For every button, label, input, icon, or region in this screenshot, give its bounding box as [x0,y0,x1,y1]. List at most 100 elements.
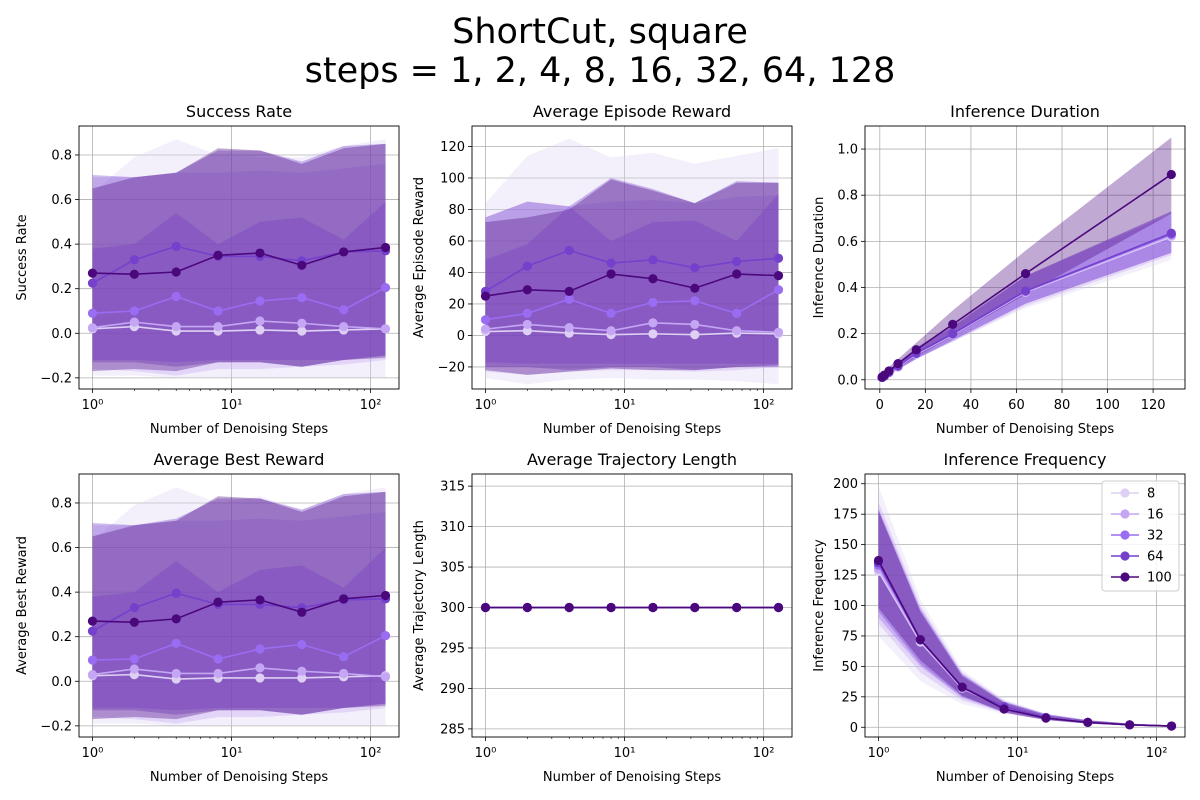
legend-swatch-marker [1120,530,1130,540]
chart-inference-duration: 0 20 40 60 80 100 120 0.0 0.2 0.4 0.6 0.8 1.0 Inferen… [812,102,1186,437]
x-axis-label: Number of Denoising Steps [936,422,1114,437]
x-tick-label: 10² [360,398,382,413]
series-line-100 [485,273,779,297]
y-tick-label: 80 [448,203,465,218]
y-tick-label: 0.6 [51,541,72,556]
y-tick-label: 305 [440,561,465,576]
data-point [87,626,98,636]
x-tick-label: 10² [360,746,382,761]
data-point [255,663,265,673]
x-tick-label: 10² [1146,746,1168,761]
data-point [380,242,391,253]
y-tick-label: 100 [440,171,465,186]
data-point [648,602,658,613]
band-64 [92,143,386,367]
data-point [339,594,349,604]
data-point [690,296,700,306]
y-tick-label: 300 [440,601,465,616]
y-tick-label: 50 [841,660,858,675]
data-point [773,253,784,263]
y-tick-label: 0.4 [51,586,72,601]
data-point [648,329,658,339]
series-line-32 [485,289,779,321]
x-tick-label: 10⁰ [82,746,104,761]
data-point [893,359,903,369]
data-point [171,291,181,302]
data-point [1083,717,1093,727]
data-point [255,316,265,326]
data-point [87,323,98,333]
y-axis-label: Inference Frequency [812,539,827,672]
x-tick-label: 10¹ [614,398,636,413]
y-tick-label: 0 [457,329,465,344]
data-point [690,319,700,330]
chart-title: Inference Duration [950,102,1100,121]
chart-inference-frequency: 10⁰ 10¹ 10² 0 25 50 75 100 125 150 175 200 Inference… [812,450,1186,785]
data-point [171,638,181,648]
data-point [297,673,307,683]
data-point [1020,286,1031,296]
data-point [297,607,307,617]
data-point [522,308,532,319]
x-tick-label: 120 [1141,398,1166,413]
y-tick-label: 100 [833,599,858,614]
y-tick-label: 0.6 [837,235,858,250]
band-32 [92,201,386,363]
data-point [873,555,884,566]
chart-title: Average Best Reward [154,450,325,469]
data-point [732,256,742,267]
data-point [339,305,349,315]
data-point [380,324,391,334]
axes-frame [78,473,400,738]
band-64 [878,510,1172,727]
data-point [213,250,223,260]
data-point [171,321,181,332]
y-tick-label: 0.0 [837,373,858,388]
data-point [339,652,349,662]
data-point [129,255,139,265]
series-line-100 [92,594,386,624]
data-point [1041,713,1051,723]
data-point [129,603,139,613]
x-tick-label: 10⁰ [475,746,497,761]
data-point [297,666,307,676]
data-point [129,317,139,327]
data-point [1166,228,1176,238]
series-line-8 [92,325,386,332]
data-point [690,602,700,613]
data-point [129,654,139,664]
y-tick-label: −0.2 [40,719,72,734]
figure-title-line2: steps = 1, 2, 4, 8, 16, 32, 64, 128 [304,51,896,91]
data-point [480,324,491,334]
data-point [773,602,784,613]
data-point [1166,721,1177,731]
axes-frame [471,473,793,738]
data-point [380,630,391,641]
band-8 [878,486,1172,727]
data-point [948,319,958,330]
data-point [564,322,574,333]
band-16 [878,502,1172,727]
data-point [606,258,616,268]
legend-swatch-marker [1120,551,1130,561]
y-tick-label: 0.6 [51,193,72,208]
series-line-100 [877,560,1172,727]
y-tick-label: 0 [850,721,858,736]
data-point [480,315,491,325]
y-tick-label: 0.0 [51,327,72,342]
legend-frame [1101,480,1180,592]
data-point [648,297,658,307]
band-16 [92,511,386,724]
data-point [690,283,700,293]
band-16 [485,195,779,375]
data-point [1020,269,1031,279]
chart-avg-episode-reward: 10⁰ 10¹ 10² −20 0 20 40 60 80 100 120 Average Episo… [412,102,793,437]
y-tick-label: 285 [440,722,465,737]
data-point [564,294,574,304]
legend-label-64: 64 [1147,550,1164,565]
y-tick-label: 290 [440,682,465,697]
band-100 [882,137,1172,379]
data-point [690,330,700,340]
y-tick-label: 75 [841,629,858,644]
data-point [171,267,181,277]
